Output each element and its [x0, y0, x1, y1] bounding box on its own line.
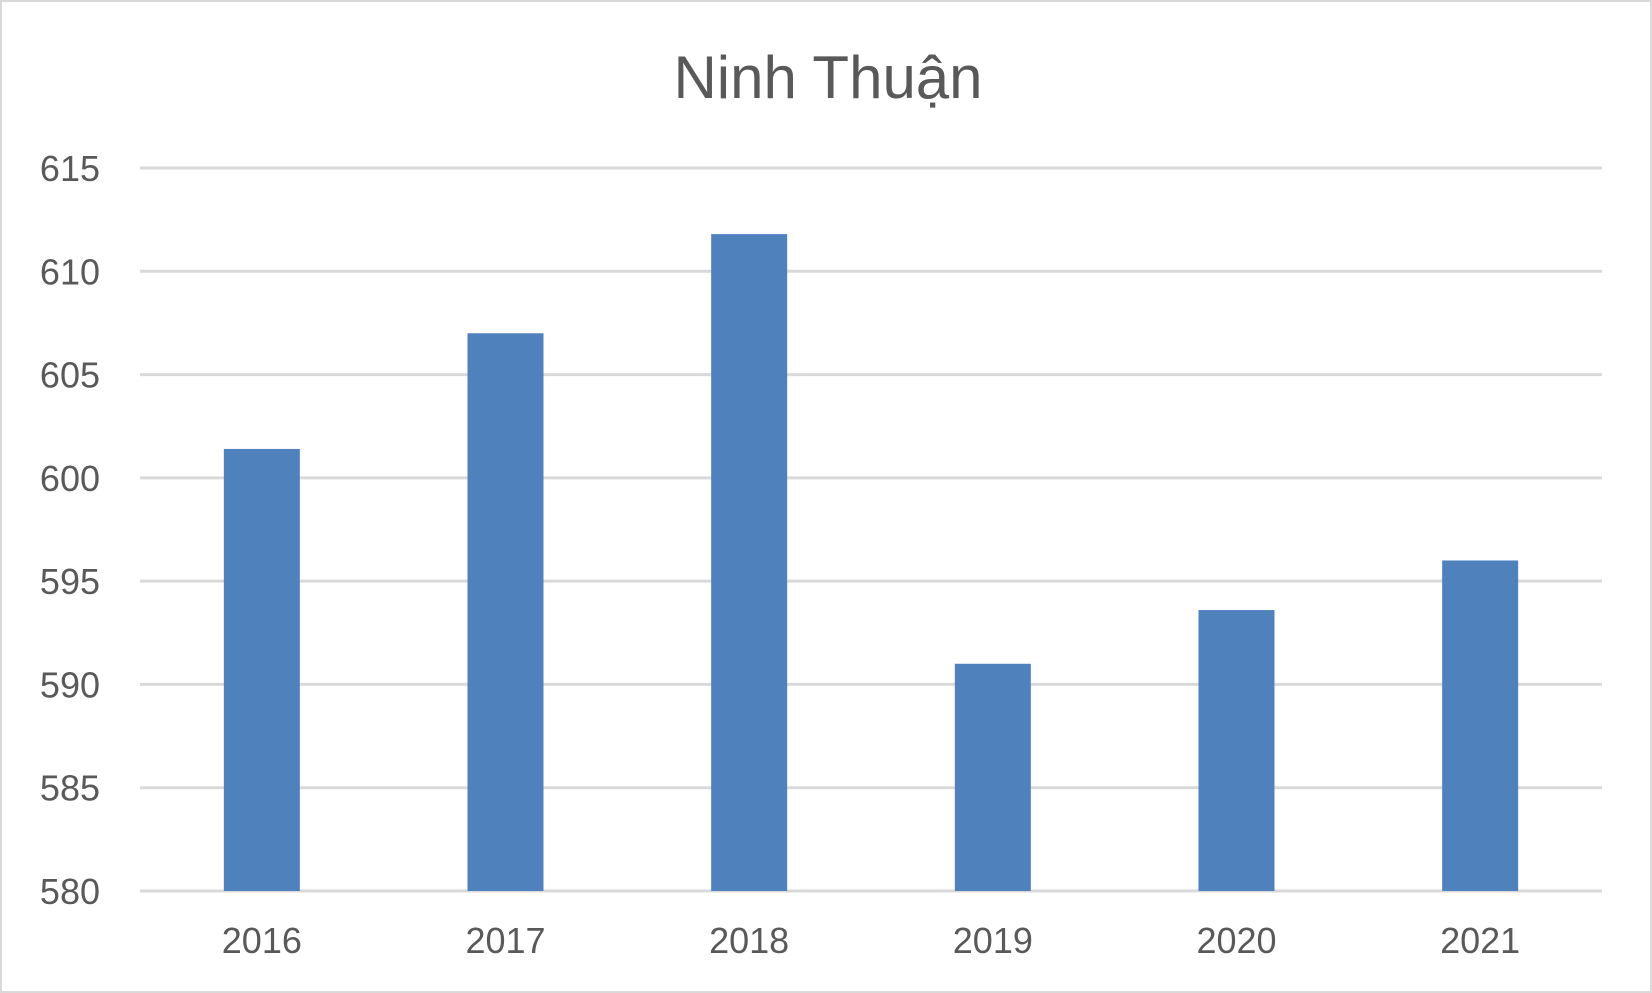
x-tick-label: 2021	[1440, 920, 1520, 961]
gridlines	[140, 166, 1602, 893]
bar-2020	[1198, 610, 1275, 891]
x-tick-label: 2019	[953, 920, 1033, 961]
y-tick-label: 605	[40, 355, 100, 396]
bar-2021	[1442, 560, 1519, 891]
bar-2018	[711, 234, 788, 892]
y-tick-label: 585	[40, 768, 100, 809]
bars	[223, 234, 1519, 892]
y-tick-label: 600	[40, 458, 100, 499]
x-axis-ticks: 2016 2017 2018 2019 2020 2021	[222, 920, 1520, 961]
x-tick-label: 2020	[1196, 920, 1276, 961]
y-tick-label: 580	[40, 871, 100, 912]
x-tick-label: 2017	[465, 920, 545, 961]
y-tick-label: 590	[40, 664, 100, 705]
y-axis-ticks: 580 585 590 595 600 605 610 615	[40, 148, 100, 912]
chart-title: Ninh Thuận	[673, 44, 982, 111]
y-tick-label: 595	[40, 561, 100, 602]
bar-2016	[223, 448, 300, 891]
bar-2019	[954, 663, 1031, 891]
y-tick-label: 615	[40, 148, 100, 189]
x-tick-label: 2016	[222, 920, 302, 961]
y-tick-label: 610	[40, 251, 100, 292]
x-tick-label: 2018	[709, 920, 789, 961]
bar-2017	[467, 333, 544, 891]
